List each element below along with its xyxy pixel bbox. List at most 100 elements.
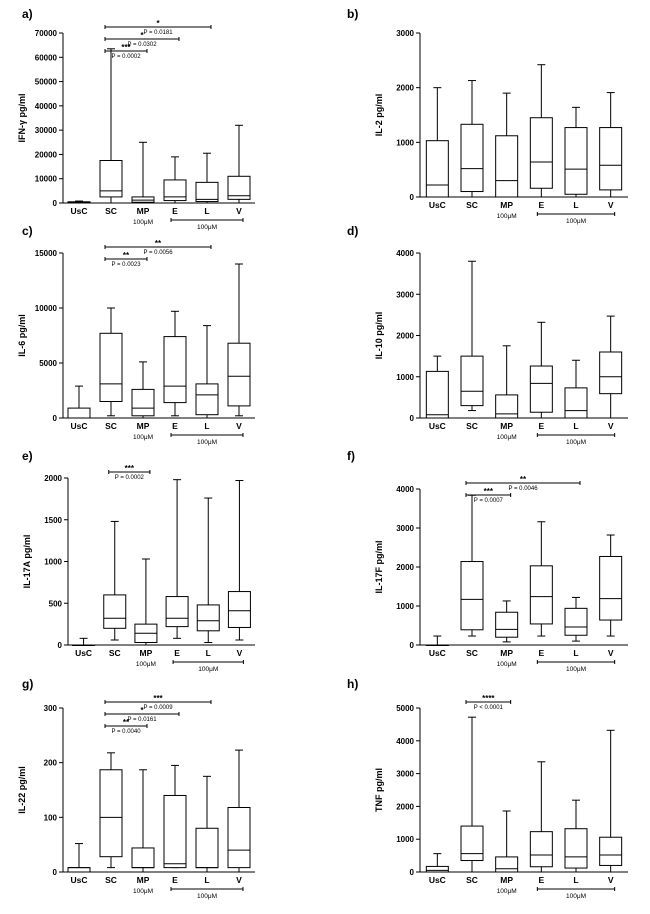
box-body bbox=[495, 135, 519, 198]
x-tick-label: E bbox=[538, 200, 544, 210]
box-body bbox=[460, 355, 484, 407]
box-body bbox=[67, 407, 91, 419]
p-value-label: P = 0.0007 bbox=[474, 498, 504, 504]
box-body bbox=[599, 836, 623, 866]
y-tick-label: 0 bbox=[410, 868, 415, 877]
y-tick-label: 3000 bbox=[396, 290, 414, 299]
x-tick-label: UsC bbox=[70, 421, 87, 431]
significance-stars: *** bbox=[484, 487, 494, 496]
x-tick-label: V bbox=[236, 206, 242, 216]
x-tick-label: SC bbox=[105, 875, 117, 885]
y-tick-label: 0 bbox=[410, 414, 415, 423]
x-tick-label: UsC bbox=[70, 875, 87, 885]
box-body bbox=[599, 351, 623, 395]
significance-stars: ** bbox=[520, 475, 527, 484]
panel-1: a) IFN-γ pg/ml 0 10000 20000 30000 40000 50000 6… bbox=[17, 7, 255, 231]
box-body bbox=[495, 611, 519, 638]
box-body bbox=[529, 831, 553, 868]
dose-label: 100μM bbox=[198, 666, 218, 673]
x-tick-label: E bbox=[538, 648, 544, 658]
box-E bbox=[165, 479, 189, 639]
box-SC bbox=[460, 260, 484, 412]
x-tick-label: MP bbox=[500, 200, 513, 210]
y-tick-label: 3000 bbox=[396, 524, 414, 533]
panel-2: b) IL-2 pg/ml 0 1000 2000 3000 UsC SC MP E L V 100μM… bbox=[347, 7, 628, 225]
box-UsC bbox=[425, 635, 449, 646]
box-MP bbox=[131, 769, 155, 873]
box-UsC bbox=[67, 843, 91, 873]
box-V bbox=[227, 263, 251, 417]
x-tick-label: SC bbox=[105, 206, 117, 216]
box-SC bbox=[99, 48, 123, 204]
x-tick-label: UsC bbox=[75, 648, 92, 658]
box-L bbox=[196, 497, 220, 643]
y-tick-label: 10000 bbox=[35, 304, 58, 313]
p-value-label: P = 0.0046 bbox=[508, 486, 538, 492]
panel-label: c) bbox=[22, 224, 33, 238]
x-tick-label: SC bbox=[105, 421, 117, 431]
y-tick-label: 3000 bbox=[396, 770, 414, 779]
x-tick-label: MP bbox=[137, 875, 150, 885]
y-tick-label: 500 bbox=[49, 599, 63, 608]
y-tick-label: 0 bbox=[53, 868, 58, 877]
x-tick-label: SC bbox=[466, 875, 478, 885]
box-body bbox=[99, 332, 123, 402]
box-V bbox=[599, 92, 623, 198]
box-SC bbox=[460, 716, 484, 873]
box-body bbox=[529, 365, 553, 413]
box-body bbox=[67, 867, 91, 873]
x-tick-label: UsC bbox=[429, 875, 446, 885]
x-tick-label: L bbox=[573, 648, 578, 658]
box-body bbox=[564, 607, 588, 636]
box-body bbox=[460, 561, 484, 631]
x-tick-label: L bbox=[204, 206, 209, 216]
y-axis-label: IL-2 pg/ml bbox=[374, 94, 384, 137]
box-body bbox=[227, 342, 251, 407]
panel-6: f) IL-17F pg/ml 0 1000 2000 3000 4000 UsC SC MP E L… bbox=[347, 449, 628, 673]
box-V bbox=[599, 729, 623, 873]
significance-stars: ** bbox=[155, 239, 162, 248]
box-V bbox=[227, 480, 251, 641]
y-tick-label: 100 bbox=[44, 813, 58, 822]
x-tick-label: MP bbox=[500, 421, 513, 431]
panel-label: g) bbox=[22, 677, 33, 691]
x-tick-label: SC bbox=[466, 421, 478, 431]
significance-stars: ** bbox=[123, 251, 130, 260]
y-tick-label: 4000 bbox=[396, 737, 414, 746]
box-body bbox=[99, 769, 123, 858]
x-tick-label: E bbox=[538, 875, 544, 885]
box-body bbox=[195, 383, 219, 416]
y-tick-label: 4000 bbox=[396, 485, 414, 494]
y-tick-label: 1500 bbox=[44, 516, 62, 525]
y-tick-label: 2000 bbox=[396, 563, 414, 572]
panel-3: c) IL-6 pg/ml 0 5000 10000 15000 UsC SC MP E L V 100… bbox=[17, 224, 255, 446]
dose-label: 100μM bbox=[133, 219, 153, 226]
box-UsC bbox=[425, 853, 449, 873]
panel-label: a) bbox=[22, 7, 33, 21]
x-tick-label: V bbox=[237, 648, 243, 658]
y-tick-label: 0 bbox=[410, 193, 415, 202]
p-value-label: P = 0.0302 bbox=[127, 42, 157, 48]
box-L bbox=[564, 799, 588, 873]
significance-stars: *** bbox=[125, 464, 135, 473]
dose-label: 100μM bbox=[197, 893, 217, 900]
y-tick-label: 50000 bbox=[35, 78, 58, 87]
x-tick-label: MP bbox=[140, 648, 153, 658]
dose-label: 100μM bbox=[497, 213, 517, 220]
dose-label: 100μM bbox=[566, 439, 586, 446]
box-V bbox=[599, 534, 623, 637]
y-axis-label: IL-10 pg/ml bbox=[374, 312, 384, 360]
box-UsC bbox=[425, 355, 449, 419]
box-SC bbox=[460, 80, 484, 198]
y-tick-label: 1000 bbox=[396, 835, 414, 844]
y-tick-label: 0 bbox=[53, 414, 58, 423]
y-tick-label: 2000 bbox=[44, 474, 62, 483]
box-body bbox=[529, 565, 553, 625]
y-tick-label: 30000 bbox=[35, 126, 58, 135]
y-tick-label: 60000 bbox=[35, 53, 58, 62]
dose-label: 100μM bbox=[497, 888, 517, 895]
y-tick-label: 1000 bbox=[44, 558, 62, 567]
box-body bbox=[227, 175, 251, 200]
x-tick-label: V bbox=[236, 421, 242, 431]
x-tick-label: SC bbox=[466, 648, 478, 658]
